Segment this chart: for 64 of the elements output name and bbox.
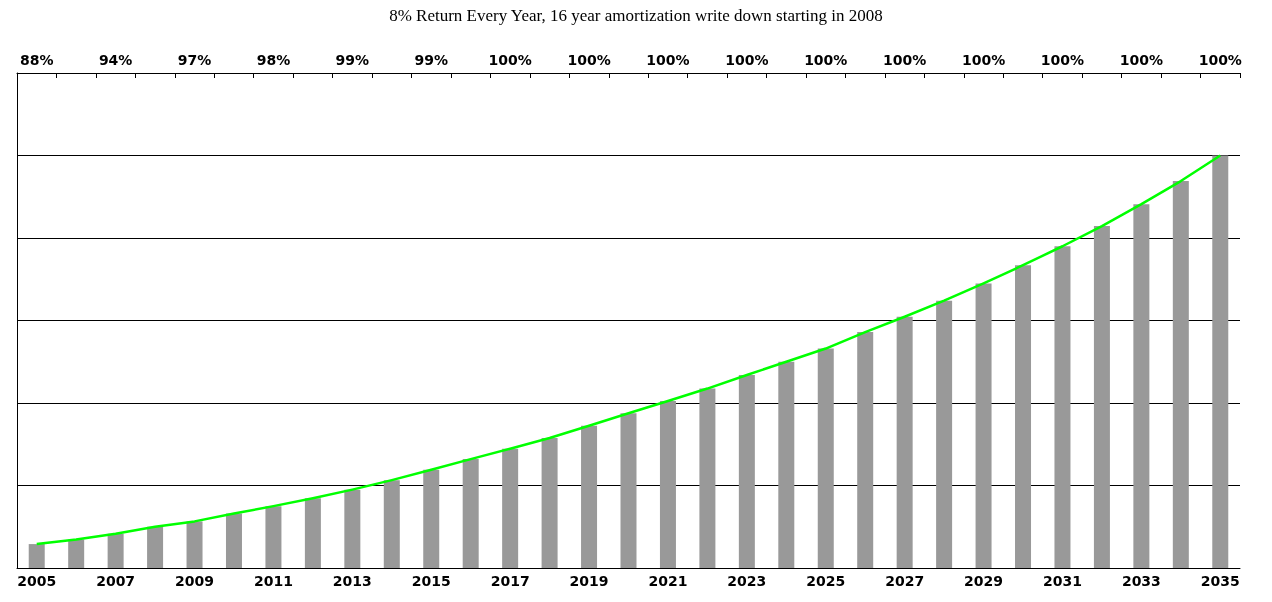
bar: [1133, 204, 1150, 568]
text: 100%: [883, 52, 927, 68]
text: 100%: [488, 52, 532, 68]
bar: [857, 332, 874, 568]
bar: [896, 316, 913, 568]
text: 98%: [256, 52, 291, 68]
bar: [738, 374, 755, 568]
chart-title: 8% Return Every Year, 16 year amortization write down starting in 2008: [389, 6, 883, 25]
text: 100%: [961, 52, 1006, 68]
bar: [975, 283, 992, 568]
bar: [581, 425, 598, 568]
bar: [778, 361, 795, 568]
bar: [1093, 226, 1110, 568]
x-tick-label: 2019: [569, 573, 609, 589]
x-tick-label: 2017: [490, 573, 530, 589]
text: 99%: [335, 52, 370, 68]
bar: [1212, 155, 1229, 568]
x-tick-label: 2007: [96, 573, 136, 589]
x-tick-label: 2021: [648, 573, 688, 589]
text: 97%: [177, 52, 212, 68]
x-tick-label: 2029: [964, 573, 1004, 589]
bar: [1172, 181, 1189, 568]
x-tick-label: 2025: [806, 573, 846, 589]
text: 100%: [804, 52, 848, 68]
bar: [699, 388, 716, 568]
bar: [344, 489, 361, 568]
text: 100%: [1119, 52, 1163, 68]
text: 100%: [1040, 52, 1085, 68]
bar: [620, 413, 637, 568]
bar: [225, 513, 242, 568]
bar: [186, 521, 203, 568]
text: 100%: [646, 52, 690, 68]
bar: [659, 400, 676, 568]
x-tick-label: 2011: [253, 573, 293, 589]
x-tick-label: 2035: [1200, 573, 1240, 589]
x-tick-label: 2005: [17, 573, 57, 589]
x-tick-label: 2015: [411, 573, 451, 589]
text: 100%: [567, 52, 611, 68]
x-tick-label: 2023: [727, 573, 767, 589]
bar: [1054, 246, 1071, 568]
bar: [423, 469, 440, 568]
bar: [68, 539, 85, 568]
bar: [817, 348, 834, 568]
text: 88%: [19, 52, 54, 68]
x-tick-label: 2009: [175, 573, 215, 589]
text: 100%: [725, 52, 769, 68]
x-tick-label: 2033: [1121, 573, 1161, 589]
text: 100%: [1198, 52, 1242, 68]
bar: [936, 300, 953, 568]
bar: [107, 533, 124, 568]
x-tick-label: 2027: [885, 573, 925, 589]
bar: [541, 438, 558, 568]
text: 94%: [98, 52, 133, 68]
text: 99%: [414, 52, 448, 68]
bar: [28, 544, 45, 568]
bar: [1015, 265, 1032, 568]
bar: [147, 526, 164, 568]
x-tick-label: 2013: [332, 573, 372, 589]
bar: [383, 480, 400, 568]
bar: [502, 448, 519, 568]
bar: [304, 498, 321, 568]
bar: [462, 459, 479, 568]
x-tick-label: 2031: [1042, 573, 1082, 589]
bar: [265, 506, 282, 568]
